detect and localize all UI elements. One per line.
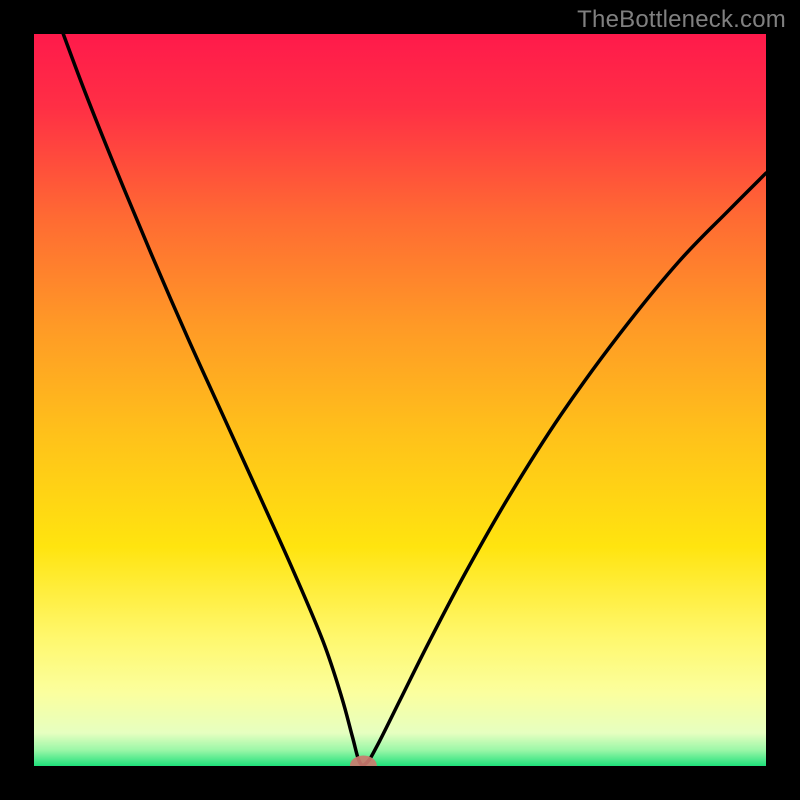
- bottleneck-curve: [63, 34, 766, 765]
- plot-area: [34, 34, 766, 766]
- curve-svg: [34, 34, 766, 766]
- chart-container: TheBottleneck.com: [0, 0, 800, 800]
- watermark-text: TheBottleneck.com: [577, 6, 786, 34]
